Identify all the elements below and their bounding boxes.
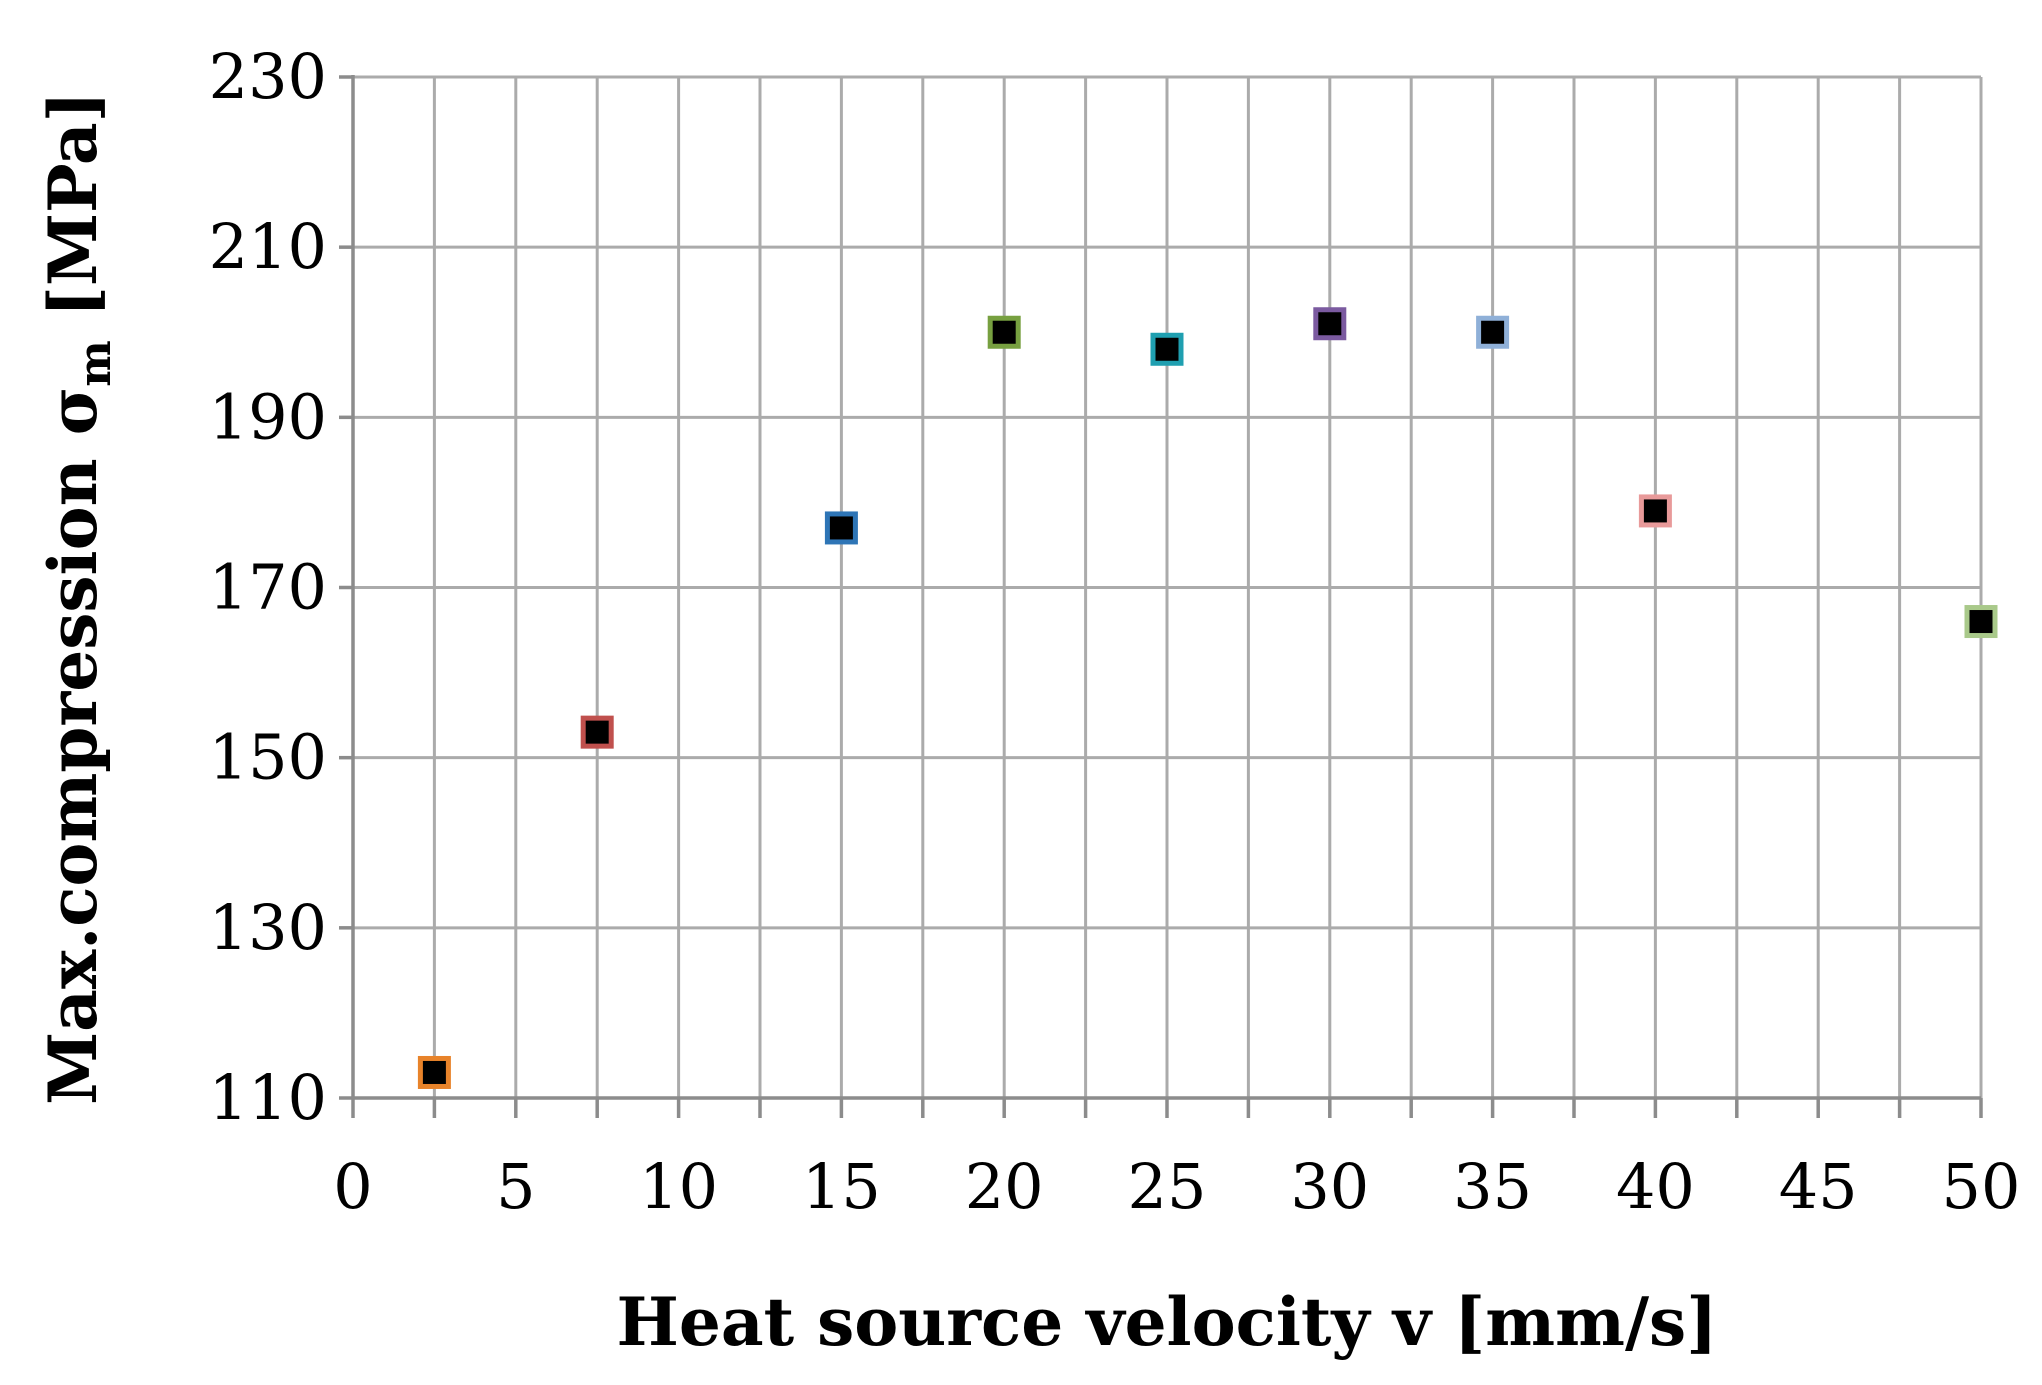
y-tick-labels: 110 130 150 170 190 210 230 bbox=[209, 40, 327, 1134]
x-tick-label: 40 bbox=[1616, 1150, 1695, 1223]
x-tick-labels: 0 5 10 15 20 25 30 35 40 45 50 bbox=[333, 1150, 2020, 1223]
y-axis-title-subscript: m bbox=[70, 340, 121, 387]
x-tick-label: 0 bbox=[333, 1150, 372, 1223]
y-tick-label: 190 bbox=[209, 380, 327, 453]
x-tick-label: 5 bbox=[496, 1150, 535, 1223]
data-points bbox=[417, 307, 1998, 1089]
x-tick-label: 20 bbox=[965, 1150, 1044, 1223]
x-tick-label: 10 bbox=[639, 1150, 718, 1223]
data-point bbox=[580, 715, 614, 749]
axes bbox=[339, 75, 1983, 1118]
y-axis-title: Max.compression σm [MPa] bbox=[34, 91, 121, 1105]
y-tick-label: 130 bbox=[209, 891, 327, 964]
x-tick-label: 30 bbox=[1290, 1150, 1369, 1223]
x-tick-label: 50 bbox=[1942, 1150, 2021, 1223]
data-point bbox=[1476, 315, 1510, 349]
x-axis-title: Heat source velocity v [mm/s] bbox=[617, 1283, 1718, 1361]
data-point bbox=[1313, 307, 1347, 341]
x-tick-label: 35 bbox=[1453, 1150, 1532, 1223]
x-tick-label: 25 bbox=[1128, 1150, 1207, 1223]
y-axis-title-main: Max.compression σ bbox=[34, 387, 112, 1105]
y-tick-label: 210 bbox=[209, 210, 327, 283]
data-point bbox=[417, 1055, 451, 1089]
y-tick-label: 110 bbox=[209, 1061, 327, 1134]
data-point bbox=[987, 315, 1021, 349]
data-point bbox=[1150, 332, 1184, 366]
data-point bbox=[824, 511, 858, 545]
y-tick-label: 230 bbox=[209, 40, 327, 113]
x-tick-label: 15 bbox=[802, 1150, 881, 1223]
data-point bbox=[1964, 605, 1998, 639]
grid bbox=[353, 75, 1983, 1098]
y-axis-title-unit: [MPa] bbox=[34, 91, 112, 340]
y-tick-label: 150 bbox=[209, 721, 327, 794]
x-tick-label: 45 bbox=[1779, 1150, 1858, 1223]
data-point bbox=[1638, 494, 1672, 528]
y-tick-label: 170 bbox=[209, 551, 327, 624]
